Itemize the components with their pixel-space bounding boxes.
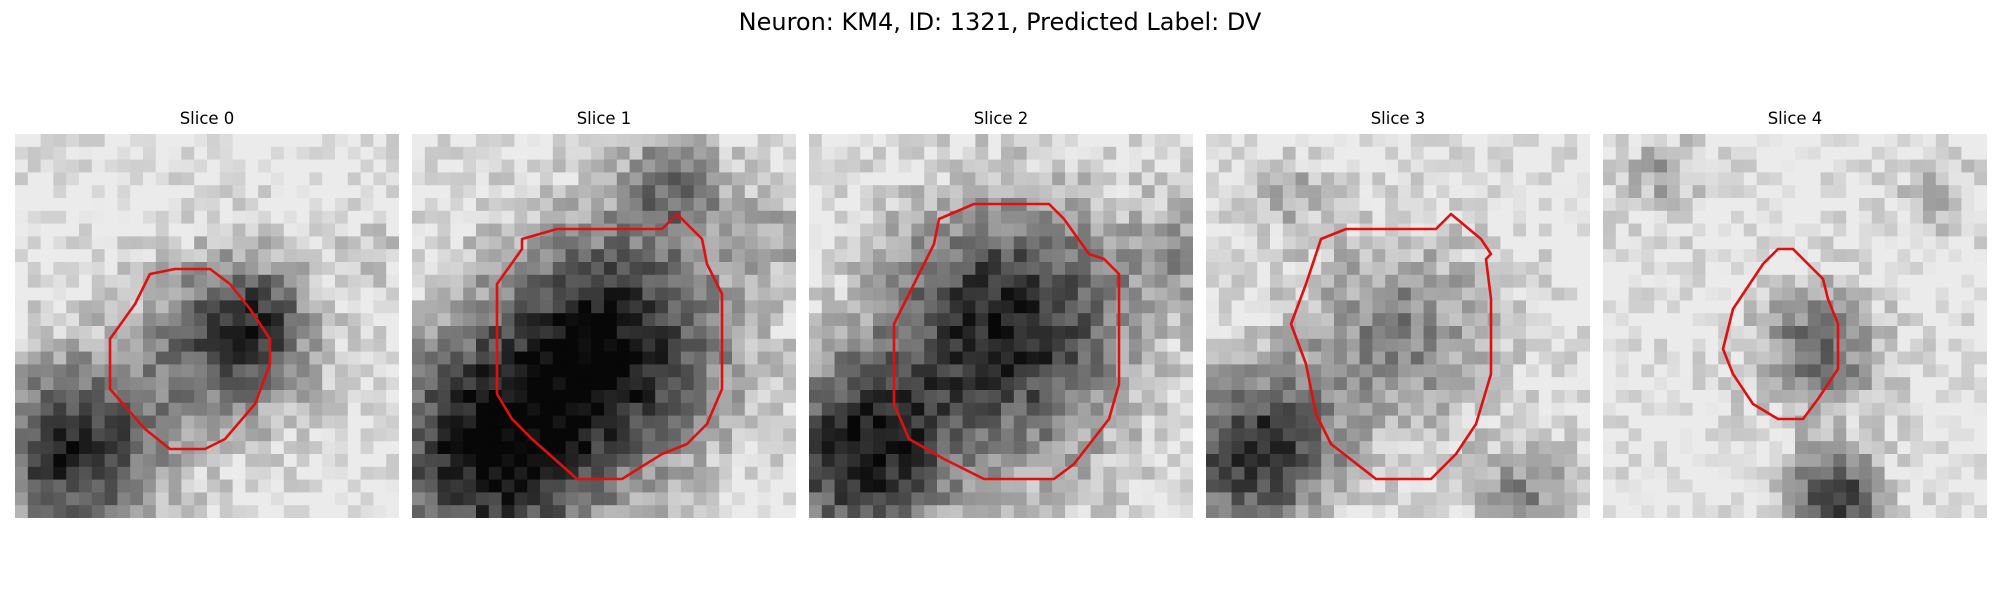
slice-image-1: [412, 134, 796, 518]
segmentation-outline: [892, 202, 1121, 481]
segmentation-outline: [108, 267, 272, 451]
slice-title: Slice 0: [179, 109, 235, 128]
slice-image-2: [809, 134, 1193, 518]
pixel-grid: [15, 134, 399, 518]
slice-panel-2: Slice 2: [809, 108, 1193, 518]
slice-title: Slice 4: [1767, 109, 1823, 128]
pixel-grid: [809, 134, 1193, 518]
slice-panel-0: Slice 0: [15, 108, 399, 518]
slice-panel-3: Slice 3: [1206, 108, 1590, 518]
segmentation-outline: [1289, 212, 1493, 481]
segmentation-outline: [1721, 247, 1840, 421]
pixel-grid: [1603, 134, 1987, 518]
slice-image-3: [1206, 134, 1590, 518]
slice-title: Slice 3: [1370, 109, 1426, 128]
pixel-grid: [1206, 134, 1590, 518]
segmentation-outline: [495, 212, 724, 481]
pixel-grid: [412, 134, 796, 518]
figure-title: Neuron: KM4, ID: 1321, Predicted Label: …: [738, 8, 1262, 36]
slice-image-0: [15, 134, 399, 518]
slice-panel-4: Slice 4: [1603, 108, 1987, 518]
slice-title: Slice 2: [973, 109, 1029, 128]
slice-title: Slice 1: [576, 109, 632, 128]
slice-panel-1: Slice 1: [412, 108, 796, 518]
slice-image-4: [1603, 134, 1987, 518]
